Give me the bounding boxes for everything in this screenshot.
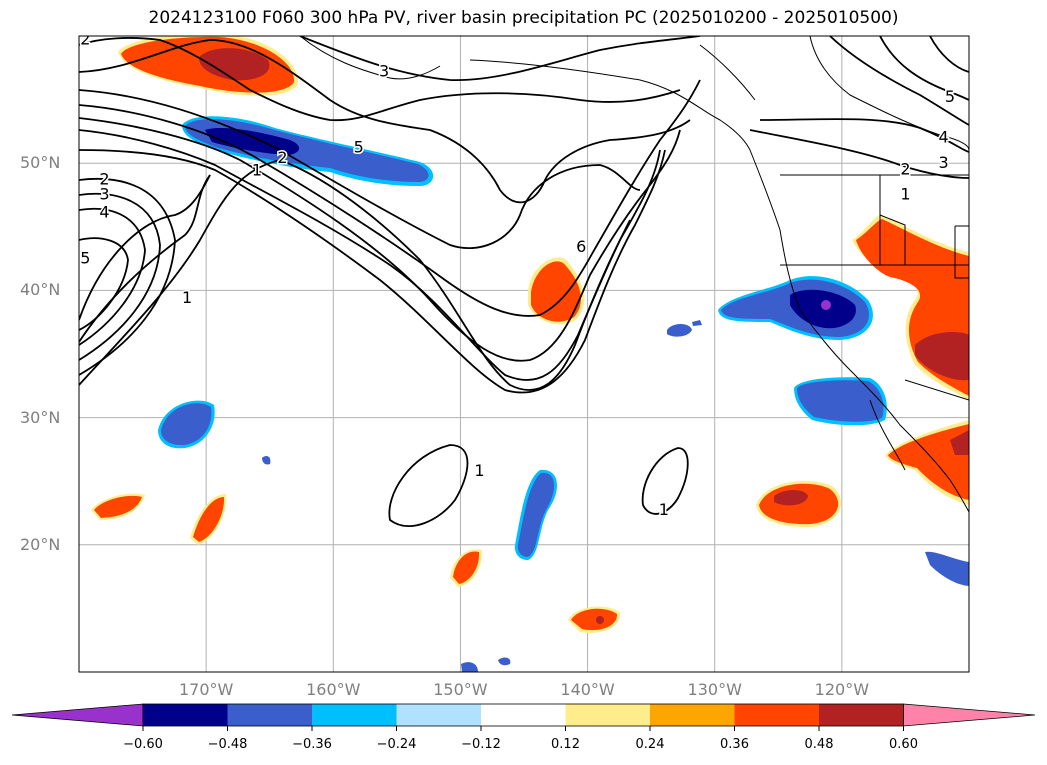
lon-label: 170°W	[178, 680, 234, 699]
colorbar-swatch	[565, 704, 651, 726]
lat-label: 50°N	[20, 153, 61, 173]
colorbar-tick-label: 0.24	[635, 737, 665, 752]
colorbar-tick-label: −0.36	[292, 737, 332, 752]
pv-contours	[79, 36, 969, 527]
pv-contour-label: 3	[99, 185, 109, 204]
colorbar-extend-min	[11, 703, 144, 727]
lat-label: 40°N	[20, 280, 61, 300]
colorbar-swatch	[396, 704, 482, 726]
lat-label: 30°N	[20, 407, 61, 427]
pv-contour-label: 2	[277, 148, 287, 167]
colorbar-tick-label: 0.48	[804, 737, 834, 752]
pv-contour-label: 3	[938, 153, 948, 172]
colorbar-swatch	[650, 704, 735, 726]
colorbar	[11, 703, 1036, 731]
colorbar-tick-label: −0.60	[123, 737, 163, 752]
colorbar-swatch	[734, 704, 820, 726]
pv-contour-label: 1	[252, 161, 262, 180]
pv-contour-label: 2	[99, 169, 109, 188]
colorbar-tick-label: −0.48	[207, 737, 248, 752]
pv-contour-label: 2	[80, 30, 90, 49]
pv-contour-label: 4	[938, 127, 948, 146]
pv-contour-label: 2	[900, 159, 910, 178]
map-frame	[78, 35, 970, 673]
pv-contour-label: 5	[945, 87, 955, 106]
colorbar-swatch	[481, 704, 566, 726]
lat-label: 20°N	[20, 534, 61, 554]
colorbar-swatch	[819, 704, 904, 726]
map-title: 2024123100 F060 300 hPa PV, river basin …	[148, 8, 899, 28]
colorbar-tick-label: 0.60	[889, 737, 918, 752]
pv-contour-label: 6	[576, 237, 586, 256]
pv-contour-label: 5	[80, 248, 90, 267]
colorbar-tick-label: 0.36	[720, 737, 749, 752]
lon-label: 130°W	[687, 680, 742, 699]
pv-contour-label: 1	[182, 288, 192, 307]
lon-label: 160°W	[306, 680, 361, 699]
colorbar-tick-label: −0.24	[376, 737, 417, 752]
colorbar-frame	[142, 703, 904, 727]
lon-label: 150°W	[433, 680, 488, 699]
colorbar-swatch	[312, 704, 397, 726]
precip-positive-regions	[91, 36, 969, 634]
pv-contour-label: 1	[900, 185, 910, 204]
colorbar-tick-label: 0.12	[551, 737, 580, 752]
lon-label: 120°W	[814, 680, 870, 699]
colorbar-swatch	[227, 704, 313, 726]
pv-contour-label: 1	[474, 461, 484, 480]
pv-contour-label: 5	[354, 138, 364, 157]
lon-label: 140°W	[560, 680, 615, 699]
pv-contour-label: 4	[99, 203, 109, 222]
colorbar-extend-max	[903, 703, 1036, 727]
pv-contour-label: 3	[379, 61, 389, 80]
colorbar-swatch	[143, 704, 228, 726]
pv-contour-label: 1	[659, 500, 669, 519]
colorbar-tick-label: −0.12	[461, 737, 501, 752]
